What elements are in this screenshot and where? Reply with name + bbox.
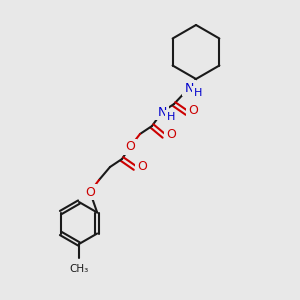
Text: O: O	[85, 185, 95, 199]
Text: O: O	[166, 128, 176, 140]
Text: H: H	[194, 88, 202, 98]
Text: O: O	[137, 160, 147, 172]
Text: O: O	[125, 140, 135, 154]
Text: O: O	[188, 104, 198, 118]
Text: N: N	[184, 82, 194, 94]
Text: CH₃: CH₃	[69, 264, 88, 274]
Text: N: N	[157, 106, 167, 118]
Text: H: H	[167, 112, 175, 122]
